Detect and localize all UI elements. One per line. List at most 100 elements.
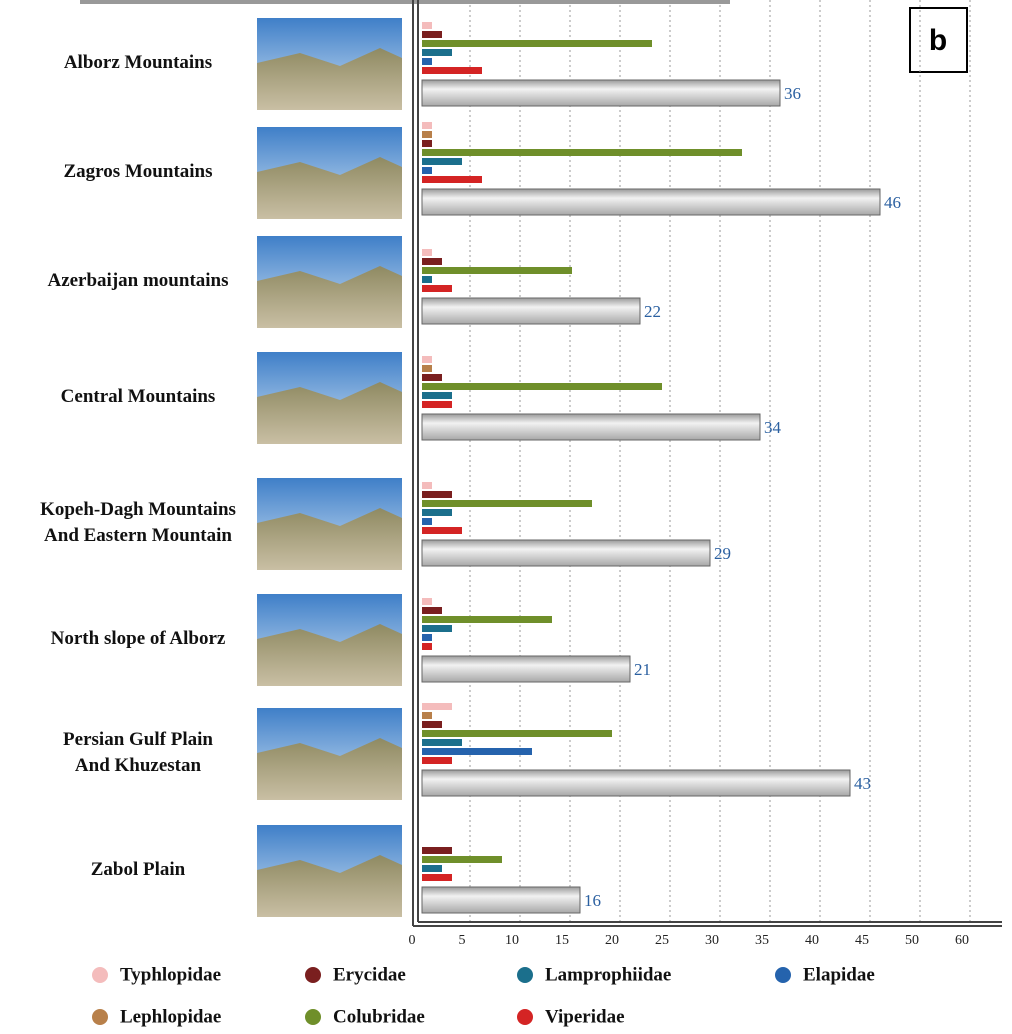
- x-tick-label: 15: [555, 933, 569, 948]
- category-label: Alborz Mountains: [64, 52, 212, 73]
- total-bar: [421, 769, 851, 797]
- bar: [422, 598, 432, 605]
- bar: [422, 500, 592, 507]
- value-label: 36: [784, 84, 801, 103]
- bar: [422, 643, 432, 650]
- x-tick-label: 35: [755, 933, 769, 948]
- bar: [422, 383, 662, 390]
- bar: [422, 67, 482, 74]
- bar: [422, 40, 652, 47]
- bar: [422, 757, 452, 764]
- bar: [422, 703, 452, 710]
- category-label: Zabol Plain: [91, 859, 186, 880]
- legend-label: Lephlopidae: [120, 1006, 221, 1027]
- photo-land: [257, 855, 402, 917]
- bar: [422, 140, 432, 147]
- x-tick-label: 0: [409, 933, 416, 948]
- legend-label: Elapidae: [803, 964, 875, 985]
- x-tick-label: 50: [905, 933, 919, 948]
- bar: [422, 365, 432, 372]
- legend-label: Colubridae: [333, 1006, 425, 1027]
- x-tick-label: 10: [505, 933, 519, 948]
- total-bar: [421, 886, 581, 914]
- photo-land: [257, 48, 402, 110]
- value-label: 29: [714, 544, 731, 563]
- legend-label: Erycidae: [333, 964, 406, 985]
- bar: [422, 730, 612, 737]
- bar: [422, 122, 432, 129]
- total-bar: [421, 413, 761, 441]
- value-label: 46: [884, 193, 901, 212]
- bar: [422, 401, 452, 408]
- bar: [422, 491, 452, 498]
- value-label: 16: [584, 891, 601, 910]
- bar: [422, 865, 442, 872]
- photo-land: [257, 382, 402, 444]
- category-label: Zagros Mountains: [63, 161, 212, 182]
- bar: [422, 847, 452, 854]
- total-bar: [421, 297, 641, 325]
- photo: [257, 708, 402, 800]
- bar: [422, 721, 442, 728]
- total-bar: [421, 79, 781, 107]
- photo-land: [257, 508, 402, 570]
- legend-marker: [305, 1009, 321, 1025]
- bar: [422, 527, 462, 534]
- bar: [422, 518, 432, 525]
- legend-label: Typhlopidae: [120, 964, 221, 985]
- bar: [422, 874, 452, 881]
- photo: [257, 236, 402, 328]
- legend-marker: [92, 967, 108, 983]
- bar: [422, 167, 432, 174]
- total-bar: [421, 655, 631, 683]
- value-label: 34: [764, 418, 782, 437]
- panel-label: b: [929, 24, 947, 57]
- bar: [422, 276, 432, 283]
- legend-marker: [517, 1009, 533, 1025]
- bar: [422, 392, 452, 399]
- bar: [422, 712, 432, 719]
- legend-marker: [775, 967, 791, 983]
- photo: [257, 18, 402, 110]
- bar: [422, 634, 432, 641]
- bar: [422, 58, 432, 65]
- photo-land: [257, 624, 402, 686]
- x-tick-label: 25: [655, 933, 669, 948]
- bar: [422, 748, 532, 755]
- bar: [422, 739, 462, 746]
- bar: [422, 267, 572, 274]
- legend-marker: [92, 1009, 108, 1025]
- category-label: Kopeh-Dagh Mountains And Eastern Mountain: [40, 499, 236, 546]
- bar: [422, 176, 482, 183]
- x-tick-label: 5: [459, 933, 466, 948]
- bar: [422, 356, 432, 363]
- photo-land: [257, 738, 402, 800]
- bar: [422, 616, 552, 623]
- bar: [422, 158, 462, 165]
- total-bar: [421, 539, 711, 567]
- bar: [422, 31, 442, 38]
- bar: [422, 374, 442, 381]
- legend-label: Lamprophiidae: [545, 964, 671, 985]
- photo: [257, 478, 402, 570]
- category-label: Central Mountains: [61, 386, 216, 407]
- bar: [422, 285, 452, 292]
- bar: [422, 509, 452, 516]
- value-label: 43: [854, 774, 871, 793]
- category-label: Azerbaijan mountains: [47, 270, 228, 291]
- photo-land: [257, 157, 402, 219]
- bar: [422, 249, 432, 256]
- bar: [422, 149, 742, 156]
- x-tick-label: 30: [705, 933, 719, 948]
- value-label: 21: [634, 660, 651, 679]
- bar: [422, 856, 502, 863]
- photo: [257, 352, 402, 444]
- bar: [422, 22, 432, 29]
- bar: [422, 258, 442, 265]
- bar: [422, 607, 442, 614]
- photo: [257, 825, 402, 917]
- legend-label: Viperidae: [545, 1006, 625, 1027]
- photo-land: [257, 266, 402, 328]
- value-label: 22: [644, 302, 661, 321]
